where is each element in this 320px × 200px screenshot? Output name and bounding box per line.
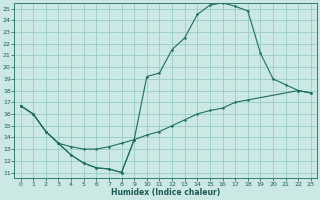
- X-axis label: Humidex (Indice chaleur): Humidex (Indice chaleur): [111, 188, 220, 197]
